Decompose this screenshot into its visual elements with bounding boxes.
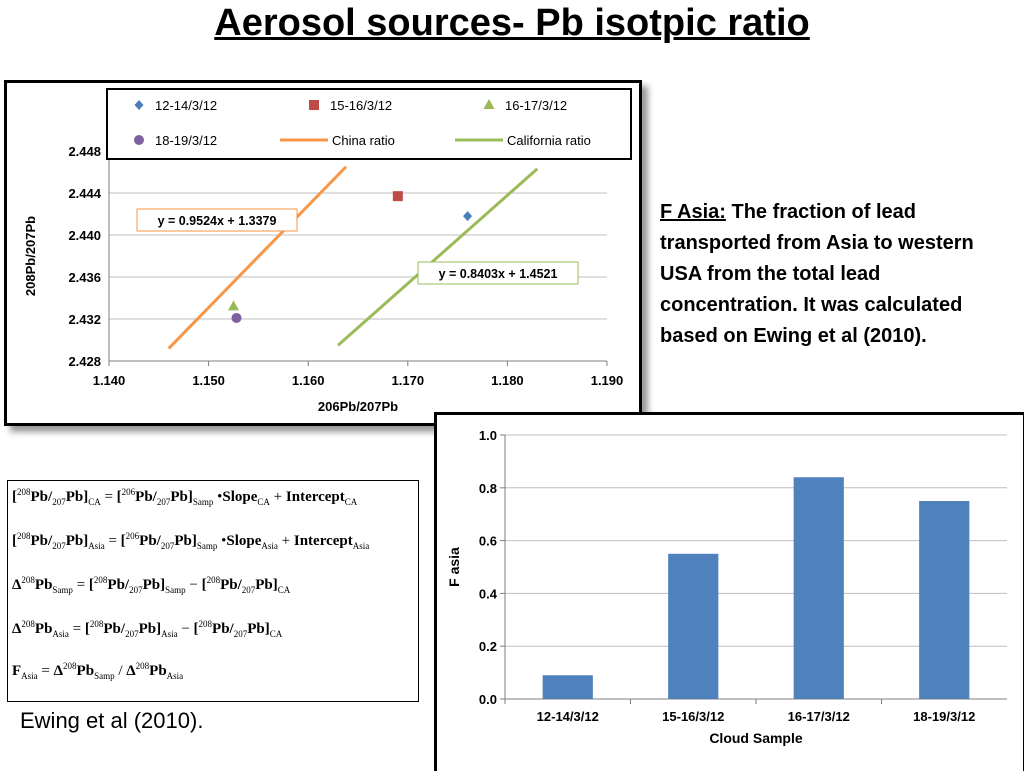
y-tick-label: 2.436 <box>68 270 101 285</box>
legend-marker <box>134 100 144 110</box>
data-point <box>392 191 403 202</box>
bar-chart-frame: 0.0 0.2 0.4 0.6 0.8 1.0 12-14/3/12 15-16/3/12 16… <box>434 412 1024 771</box>
legend-label: China ratio <box>332 133 395 148</box>
data-point <box>231 312 242 323</box>
formula-row-f-asia: FAsia = Δ208PbSamp / Δ208PbAsia <box>12 661 184 681</box>
scatter-chart: 2.428 2.432 2.436 2.440 2.444 2.448 1.140 1.150… <box>23 88 632 414</box>
slide-title: Aerosol sources- Pb isotpic ratio <box>214 2 810 44</box>
x-tick-label: 1.150 <box>192 373 225 388</box>
trend-line <box>167 165 348 350</box>
y-axis-title: F asia <box>446 547 462 587</box>
data-point <box>463 211 473 222</box>
x-tick-label: 16-17/3/12 <box>788 709 850 724</box>
bar-chart: 0.0 0.2 0.4 0.6 0.8 1.0 12-14/3/12 15-16/3/12 16… <box>446 428 1007 746</box>
formula-box: [208Pb/207Pb]CA = [206Pb/207Pb]Samp •Slo… <box>7 480 419 702</box>
x-tick-label: 15-16/3/12 <box>662 709 724 724</box>
equation-box <box>417 261 579 285</box>
y-tick-label: 2.448 <box>68 144 101 159</box>
trend-line <box>337 167 539 347</box>
legend-box <box>106 88 632 160</box>
formula-row-ca: [208Pb/207Pb]CA = [206Pb/207Pb]Samp •Slo… <box>12 487 358 507</box>
f-asia-lead: F Asia: <box>660 201 726 223</box>
legend-marker <box>134 135 144 145</box>
y-tick-label: 0.4 <box>479 586 498 601</box>
y-axis-title: 208Pb/207Pb <box>23 216 38 296</box>
equation-label: y = 0.8403x + 1.4521 <box>439 267 558 281</box>
legend-marker <box>309 100 319 110</box>
formula-row-asia: [208Pb/207Pb]Asia = [206Pb/207Pb]Samp •S… <box>12 531 370 551</box>
x-tick-label: 1.140 <box>93 373 126 388</box>
x-tick-label: 1.170 <box>392 373 425 388</box>
y-tick-label: 0.6 <box>479 534 497 549</box>
bar <box>919 501 970 699</box>
x-tick-label: 1.190 <box>591 373 624 388</box>
bar <box>793 477 844 699</box>
formula-row-delta-asia: Δ208PbAsia = [208Pb/207Pb]Asia − [208Pb/… <box>12 619 283 639</box>
x-axis-title: Cloud Sample <box>709 730 803 746</box>
y-tick-label: 1.0 <box>479 428 497 443</box>
citation: Ewing et al (2010). <box>20 708 204 733</box>
x-tick-label: 1.180 <box>491 373 524 388</box>
equation-box <box>136 208 298 232</box>
legend-label: California ratio <box>507 133 591 148</box>
equation-label: y = 0.9524x + 1.3379 <box>158 214 277 228</box>
y-tick-label: 0.8 <box>479 481 497 496</box>
y-tick-label: 2.444 <box>68 186 101 201</box>
legend-label: 15-16/3/12 <box>330 98 392 113</box>
scatter-chart-frame: 2.428 2.432 2.436 2.440 2.444 2.448 1.140 1.150… <box>4 80 642 426</box>
x-axis-title: 206Pb/207Pb <box>318 399 398 414</box>
legend-label: 18-19/3/12 <box>155 133 217 148</box>
formula-row-delta-samp: Δ208PbSamp = [208Pb/207Pb]Samp − [208Pb/… <box>12 575 291 595</box>
bar <box>542 675 593 699</box>
data-point <box>228 300 239 311</box>
y-tick-label: 0.2 <box>479 639 497 654</box>
f-asia-description: F Asia: The fraction of lead transported… <box>660 197 1020 352</box>
x-tick-label: 18-19/3/12 <box>913 709 975 724</box>
y-tick-label: 2.428 <box>68 354 101 369</box>
y-tick-label: 2.432 <box>68 312 101 327</box>
x-tick-label: 1.160 <box>292 373 325 388</box>
legend-label: 12-14/3/12 <box>155 98 217 113</box>
y-tick-label: 2.440 <box>68 228 101 243</box>
f-asia-text: The fraction of lead transported from As… <box>660 201 974 347</box>
bar <box>668 553 719 699</box>
legend-label: 16-17/3/12 <box>505 98 567 113</box>
legend-marker <box>483 99 495 109</box>
x-tick-label: 12-14/3/12 <box>537 709 599 724</box>
y-tick-label: 0.0 <box>479 692 497 707</box>
